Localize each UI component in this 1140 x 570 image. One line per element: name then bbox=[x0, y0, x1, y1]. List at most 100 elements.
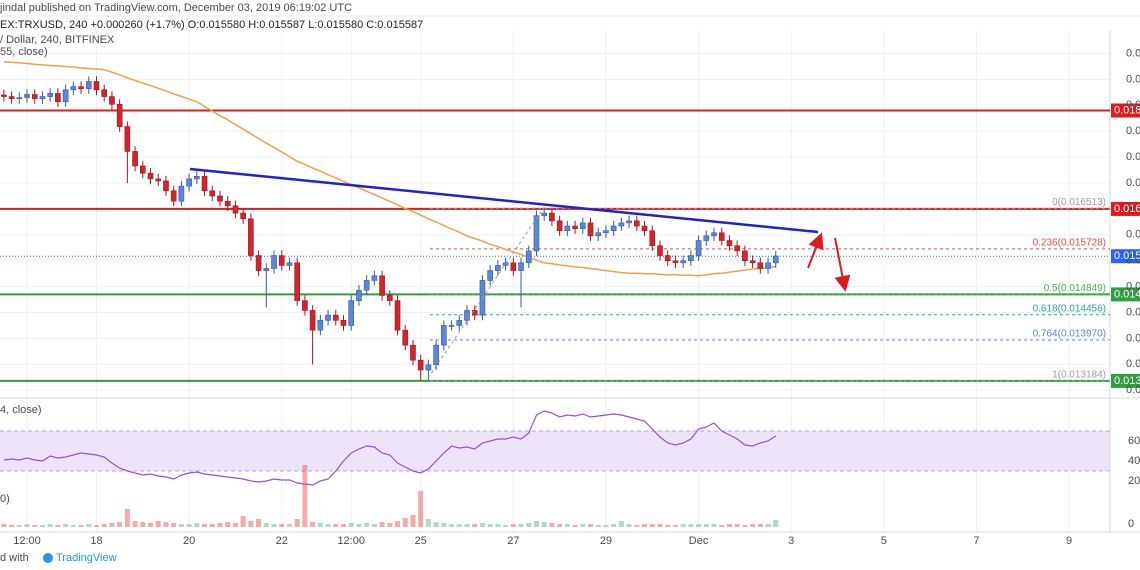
volume-bar bbox=[356, 524, 362, 527]
volume-bar bbox=[240, 516, 246, 527]
symbol-ohlc: EX:TRXUSD, 240 +0.000260 (+1.7%) O:0.015… bbox=[0, 19, 423, 31]
y-tick-label: 0.015 bbox=[1126, 281, 1140, 293]
ma-legend: 55, close) bbox=[0, 46, 48, 58]
candle-body bbox=[356, 289, 362, 301]
x-tick-label: 29 bbox=[600, 535, 612, 547]
y-tick-label: 0.0145 bbox=[1126, 306, 1140, 318]
volume-bar bbox=[340, 524, 347, 527]
volume-bar bbox=[117, 522, 123, 527]
x-tick-label: 22 bbox=[276, 535, 288, 547]
candle-body bbox=[170, 190, 177, 202]
volume-bar bbox=[202, 524, 208, 527]
volume-bar bbox=[16, 525, 22, 527]
rsi-legend: 4, close) bbox=[0, 404, 42, 416]
candle-body bbox=[348, 300, 355, 326]
volume-bar bbox=[503, 525, 509, 527]
last-price-box bbox=[1111, 249, 1140, 264]
candle-body bbox=[749, 260, 756, 264]
volume-bar bbox=[495, 524, 501, 527]
candle-body bbox=[1, 94, 7, 97]
candle-body bbox=[425, 364, 432, 371]
candle-body bbox=[456, 320, 463, 326]
volume-bar bbox=[580, 524, 586, 527]
volume-bar bbox=[9, 525, 15, 527]
footer-brand: TradingView bbox=[56, 552, 117, 564]
candle-body bbox=[688, 255, 694, 262]
volume-bar bbox=[310, 522, 316, 527]
candle-body bbox=[518, 262, 524, 271]
y-tick-label: 0.0165 bbox=[1126, 203, 1140, 215]
volume-bar bbox=[526, 523, 532, 527]
candle-body bbox=[248, 218, 254, 256]
candle-body bbox=[232, 205, 239, 214]
volume-bar bbox=[271, 524, 277, 527]
logo bbox=[43, 553, 53, 563]
candle-body bbox=[178, 185, 185, 202]
volume-bar bbox=[194, 523, 200, 527]
candle-body bbox=[278, 255, 285, 266]
y-tick-label: 0.0175 bbox=[1126, 151, 1140, 163]
volume-bar bbox=[472, 524, 478, 527]
volume-bar bbox=[317, 523, 323, 527]
arrow-up bbox=[807, 232, 824, 269]
fib-label: 0.236(0.015728) bbox=[1033, 238, 1106, 249]
drawings bbox=[189, 167, 851, 379]
candle-body bbox=[8, 96, 15, 99]
volume-bar bbox=[1, 524, 7, 527]
candle-body bbox=[16, 97, 23, 99]
volume-bar bbox=[487, 524, 493, 527]
y-tick-label: 0.0135 bbox=[1126, 358, 1140, 370]
candle-body bbox=[201, 176, 208, 192]
candle-body bbox=[695, 240, 702, 256]
level-box bbox=[1111, 287, 1140, 302]
x-tick-label: Dec bbox=[689, 535, 709, 547]
y-tick-label: 0.013 bbox=[1126, 384, 1140, 396]
level-box bbox=[1111, 201, 1140, 216]
level-box bbox=[1111, 373, 1140, 388]
candle-body bbox=[387, 295, 393, 301]
candle-body bbox=[302, 300, 308, 311]
volume-bar bbox=[101, 524, 107, 527]
fib-label: 0.618(0.014456) bbox=[1033, 303, 1106, 314]
volume-bar bbox=[642, 524, 648, 527]
candle-body bbox=[618, 222, 625, 227]
x-tick-label: 3 bbox=[788, 535, 794, 547]
candle-body bbox=[39, 96, 46, 99]
volume-bar bbox=[217, 523, 223, 527]
candle-body bbox=[340, 320, 347, 326]
candle-body bbox=[610, 225, 617, 231]
candle-body bbox=[317, 320, 324, 331]
candle-body bbox=[441, 325, 447, 346]
level-label: 0.0165 bbox=[1114, 203, 1140, 215]
volume-bar bbox=[595, 525, 601, 527]
candle-body bbox=[271, 255, 277, 269]
candle-body bbox=[641, 225, 648, 231]
candle-body bbox=[240, 212, 246, 220]
volume-bar bbox=[449, 524, 455, 527]
volume-bar bbox=[148, 523, 154, 527]
candle-body bbox=[78, 86, 84, 90]
candle-body bbox=[718, 232, 725, 241]
volume-bar bbox=[171, 523, 177, 527]
volume-bar bbox=[325, 524, 331, 527]
x-tick-label: 5 bbox=[881, 535, 887, 547]
y-tick-label: 0.017 bbox=[1126, 177, 1140, 189]
x-tick-label: 7 bbox=[973, 535, 979, 547]
candle-body bbox=[255, 255, 262, 271]
volume-bar bbox=[395, 521, 401, 527]
candle-body bbox=[332, 314, 339, 321]
volume-bar bbox=[657, 524, 663, 527]
trend-line bbox=[189, 167, 819, 234]
candle-body bbox=[734, 245, 740, 252]
volume-bar bbox=[371, 524, 377, 527]
volume-bar bbox=[109, 523, 115, 527]
volume-bar bbox=[541, 522, 547, 527]
x-tick-label: 18 bbox=[90, 535, 102, 547]
volume-tick-label: 0 bbox=[1128, 518, 1134, 530]
volume-bar bbox=[726, 524, 732, 527]
volume-bar bbox=[379, 522, 385, 527]
candle-body bbox=[549, 212, 555, 222]
volume-bar bbox=[611, 524, 617, 527]
rsi-tick-label: 20 bbox=[1128, 475, 1140, 487]
